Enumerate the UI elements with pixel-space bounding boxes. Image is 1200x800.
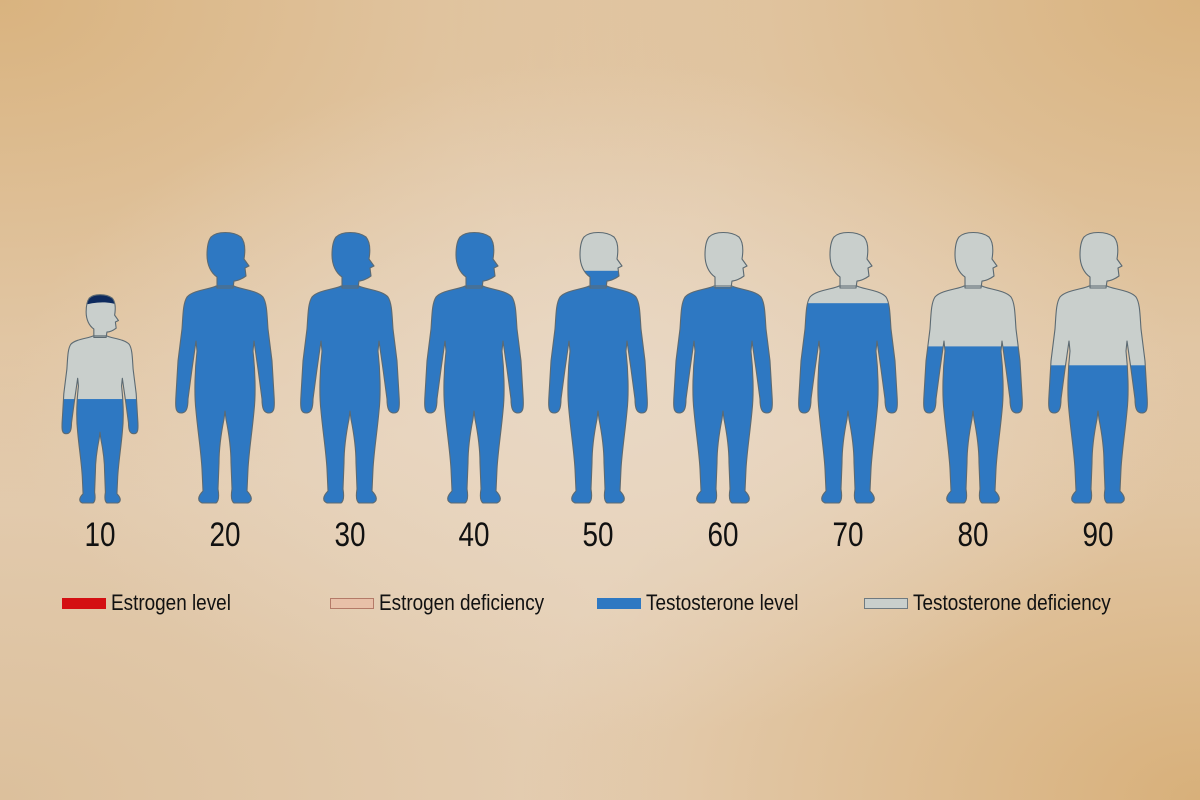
legend-label-estrogen-level: Estrogen level	[111, 590, 231, 615]
testosterone-fill-age-40	[424, 233, 524, 503]
legend-label-estrogen-deficiency: Estrogen deficiency	[379, 590, 545, 615]
testosterone-fill-age-20	[175, 233, 275, 503]
figure-age-80	[923, 231, 1023, 504]
age-label-50: 50	[582, 516, 614, 554]
figure-age-70	[798, 231, 898, 504]
legend-swatch-estrogen-level	[62, 597, 106, 609]
age-label-90: 90	[1082, 516, 1114, 554]
age-label-60: 60	[707, 516, 739, 554]
legend: Estrogen level Estrogen deficiency Testo…	[0, 590, 1200, 620]
testosterone-fill-age-90	[1048, 365, 1148, 503]
legend-item-estrogen-level: Estrogen level	[62, 590, 250, 616]
figure-age-10	[61, 294, 139, 504]
figure-age-50	[548, 231, 648, 504]
legend-swatch-estrogen-deficiency	[330, 597, 374, 609]
figure-age-30	[300, 231, 400, 504]
deficiency-fill-age-10	[62, 294, 138, 504]
testosterone-fill-age-80	[923, 346, 1023, 503]
legend-item-testosterone-level: Testosterone level	[597, 590, 823, 616]
figure-age-40	[424, 231, 524, 504]
age-label-30: 30	[334, 516, 366, 554]
age-label-10: 10	[84, 516, 116, 554]
legend-swatch-testosterone-level	[597, 597, 641, 609]
age-label-40: 40	[458, 516, 490, 554]
figure-age-60	[673, 231, 773, 504]
testosterone-fill-age-50	[548, 270, 648, 503]
age-label-20: 20	[209, 516, 241, 554]
legend-label-testosterone-deficiency: Testosterone deficiency	[913, 590, 1111, 615]
legend-label-testosterone-level: Testosterone level	[646, 590, 799, 615]
legend-item-estrogen-deficiency: Estrogen deficiency	[330, 590, 571, 616]
legend-swatch-testosterone-deficiency	[864, 597, 908, 609]
testosterone-fill-age-10	[62, 399, 138, 504]
age-label-80: 80	[957, 516, 989, 554]
figure-age-90	[1048, 231, 1148, 504]
figure-age-20	[175, 231, 275, 504]
age-label-70: 70	[832, 516, 864, 554]
legend-item-testosterone-deficiency: Testosterone deficiency	[864, 590, 1143, 616]
testosterone-fill-age-70	[798, 303, 898, 503]
testosterone-fill-age-30	[300, 233, 400, 503]
